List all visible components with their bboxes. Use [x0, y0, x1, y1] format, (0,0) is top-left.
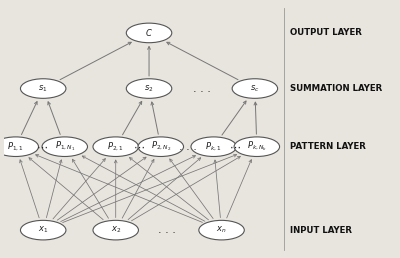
Text: $x_1$: $x_1$: [38, 225, 48, 235]
Text: OUTPUT LAYER: OUTPUT LAYER: [290, 28, 362, 37]
Text: $s_c$: $s_c$: [250, 83, 260, 94]
Text: INPUT LAYER: INPUT LAYER: [290, 226, 352, 235]
Text: $P_{2,1}$: $P_{2,1}$: [107, 141, 124, 153]
Text: $\cdots$: $\cdots$: [229, 142, 241, 152]
Ellipse shape: [20, 79, 66, 98]
Text: PATTERN LAYER: PATTERN LAYER: [290, 142, 366, 151]
Text: $C$: $C$: [145, 27, 153, 38]
Text: $x_2$: $x_2$: [110, 225, 121, 235]
Text: $P_{1,1}$: $P_{1,1}$: [7, 141, 24, 153]
Text: . . .: . . .: [158, 225, 176, 235]
Text: $P_{2,N_2}$: $P_{2,N_2}$: [151, 140, 171, 154]
Text: $x_n$: $x_n$: [216, 225, 227, 235]
Ellipse shape: [0, 137, 38, 157]
Ellipse shape: [191, 137, 236, 157]
Ellipse shape: [126, 79, 172, 98]
Ellipse shape: [93, 220, 138, 240]
Ellipse shape: [126, 23, 172, 43]
Text: . . .: . . .: [193, 84, 211, 94]
Text: SUMMATION LAYER: SUMMATION LAYER: [290, 84, 382, 93]
Text: $\cdots$: $\cdots$: [133, 142, 145, 152]
Text: . . .: . . .: [179, 142, 197, 152]
Ellipse shape: [234, 137, 280, 157]
Ellipse shape: [20, 220, 66, 240]
Text: $\cdots$: $\cdots$: [36, 142, 48, 152]
Text: $s_1$: $s_1$: [38, 83, 48, 94]
Text: $P_{1,N_1}$: $P_{1,N_1}$: [54, 140, 75, 154]
Text: $s_2$: $s_2$: [144, 83, 154, 94]
Ellipse shape: [93, 137, 138, 157]
Ellipse shape: [42, 137, 88, 157]
Ellipse shape: [199, 220, 244, 240]
Ellipse shape: [138, 137, 184, 157]
Ellipse shape: [232, 79, 278, 98]
Text: $P_{k,1}$: $P_{k,1}$: [206, 141, 222, 153]
Text: $P_{k,N_k}$: $P_{k,N_k}$: [247, 140, 267, 154]
